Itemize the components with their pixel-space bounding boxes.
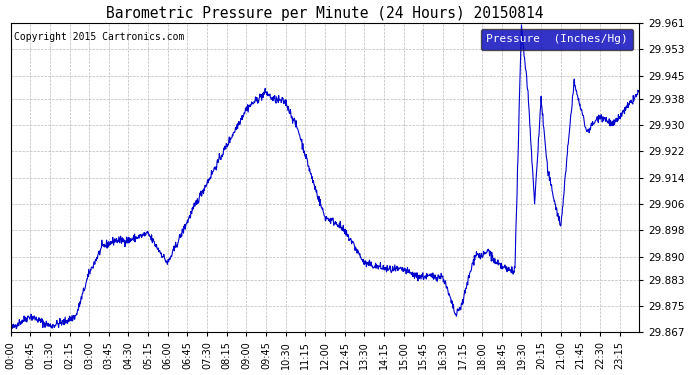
Legend: Pressure  (Inches/Hg): Pressure (Inches/Hg) — [480, 28, 633, 50]
Title: Barometric Pressure per Minute (24 Hours) 20150814: Barometric Pressure per Minute (24 Hours… — [106, 6, 544, 21]
Text: Copyright 2015 Cartronics.com: Copyright 2015 Cartronics.com — [14, 32, 184, 42]
